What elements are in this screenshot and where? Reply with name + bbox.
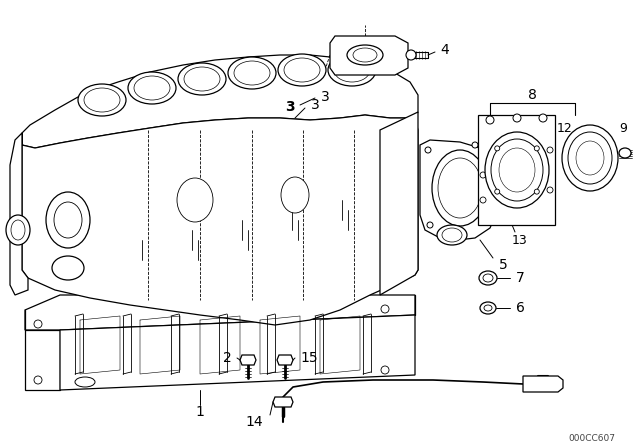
Ellipse shape xyxy=(6,215,30,245)
Circle shape xyxy=(534,146,540,151)
Polygon shape xyxy=(240,355,256,365)
Text: 6: 6 xyxy=(516,301,524,315)
Polygon shape xyxy=(380,112,418,295)
Polygon shape xyxy=(25,295,415,330)
Ellipse shape xyxy=(619,148,631,158)
Ellipse shape xyxy=(75,377,95,387)
Circle shape xyxy=(495,189,500,194)
Circle shape xyxy=(513,114,521,122)
Text: 7: 7 xyxy=(516,271,524,285)
Polygon shape xyxy=(273,397,293,407)
Circle shape xyxy=(495,146,500,151)
Circle shape xyxy=(381,305,389,313)
Ellipse shape xyxy=(347,45,383,65)
Ellipse shape xyxy=(281,177,309,213)
Text: 15: 15 xyxy=(300,351,317,365)
Circle shape xyxy=(480,172,486,178)
Polygon shape xyxy=(10,133,28,295)
Ellipse shape xyxy=(52,256,84,280)
Ellipse shape xyxy=(278,54,326,86)
Circle shape xyxy=(406,50,416,60)
Circle shape xyxy=(472,142,478,148)
Ellipse shape xyxy=(46,192,90,248)
Circle shape xyxy=(427,222,433,228)
Ellipse shape xyxy=(479,271,497,285)
Text: 10: 10 xyxy=(482,121,498,134)
Ellipse shape xyxy=(328,54,376,86)
Ellipse shape xyxy=(128,72,176,104)
Circle shape xyxy=(539,114,547,122)
Polygon shape xyxy=(22,55,418,148)
Polygon shape xyxy=(22,115,418,325)
Text: 2: 2 xyxy=(223,351,232,365)
Text: 12: 12 xyxy=(557,121,573,134)
Ellipse shape xyxy=(437,225,467,245)
Circle shape xyxy=(480,197,486,203)
Ellipse shape xyxy=(432,150,488,226)
Polygon shape xyxy=(420,140,500,240)
Text: 3: 3 xyxy=(285,100,295,114)
Text: 4: 4 xyxy=(440,43,449,57)
Ellipse shape xyxy=(78,84,126,116)
Ellipse shape xyxy=(177,178,213,222)
Circle shape xyxy=(487,217,493,223)
Polygon shape xyxy=(277,355,293,365)
Text: 5: 5 xyxy=(499,258,508,272)
Text: 13: 13 xyxy=(512,233,528,246)
Text: 000CC607: 000CC607 xyxy=(568,434,616,443)
Polygon shape xyxy=(25,330,60,390)
Circle shape xyxy=(492,165,498,171)
Text: 9: 9 xyxy=(619,121,627,134)
Text: 1: 1 xyxy=(196,405,204,419)
Polygon shape xyxy=(60,315,415,390)
Circle shape xyxy=(547,147,553,153)
Ellipse shape xyxy=(484,305,492,311)
Ellipse shape xyxy=(480,302,496,314)
Text: 11: 11 xyxy=(520,121,536,134)
Ellipse shape xyxy=(562,125,618,191)
Polygon shape xyxy=(478,115,555,225)
Circle shape xyxy=(547,187,553,193)
Ellipse shape xyxy=(483,274,493,282)
Ellipse shape xyxy=(178,63,226,95)
Circle shape xyxy=(381,366,389,374)
Circle shape xyxy=(34,376,42,384)
Circle shape xyxy=(486,116,494,124)
Text: 3: 3 xyxy=(310,98,319,112)
Text: 8: 8 xyxy=(527,88,536,102)
Polygon shape xyxy=(523,376,563,392)
Text: 3: 3 xyxy=(321,90,330,104)
Circle shape xyxy=(534,189,540,194)
Circle shape xyxy=(34,320,42,328)
Ellipse shape xyxy=(228,57,276,89)
Circle shape xyxy=(425,147,431,153)
Ellipse shape xyxy=(485,132,549,208)
Polygon shape xyxy=(330,36,408,75)
Text: 14: 14 xyxy=(245,415,263,429)
